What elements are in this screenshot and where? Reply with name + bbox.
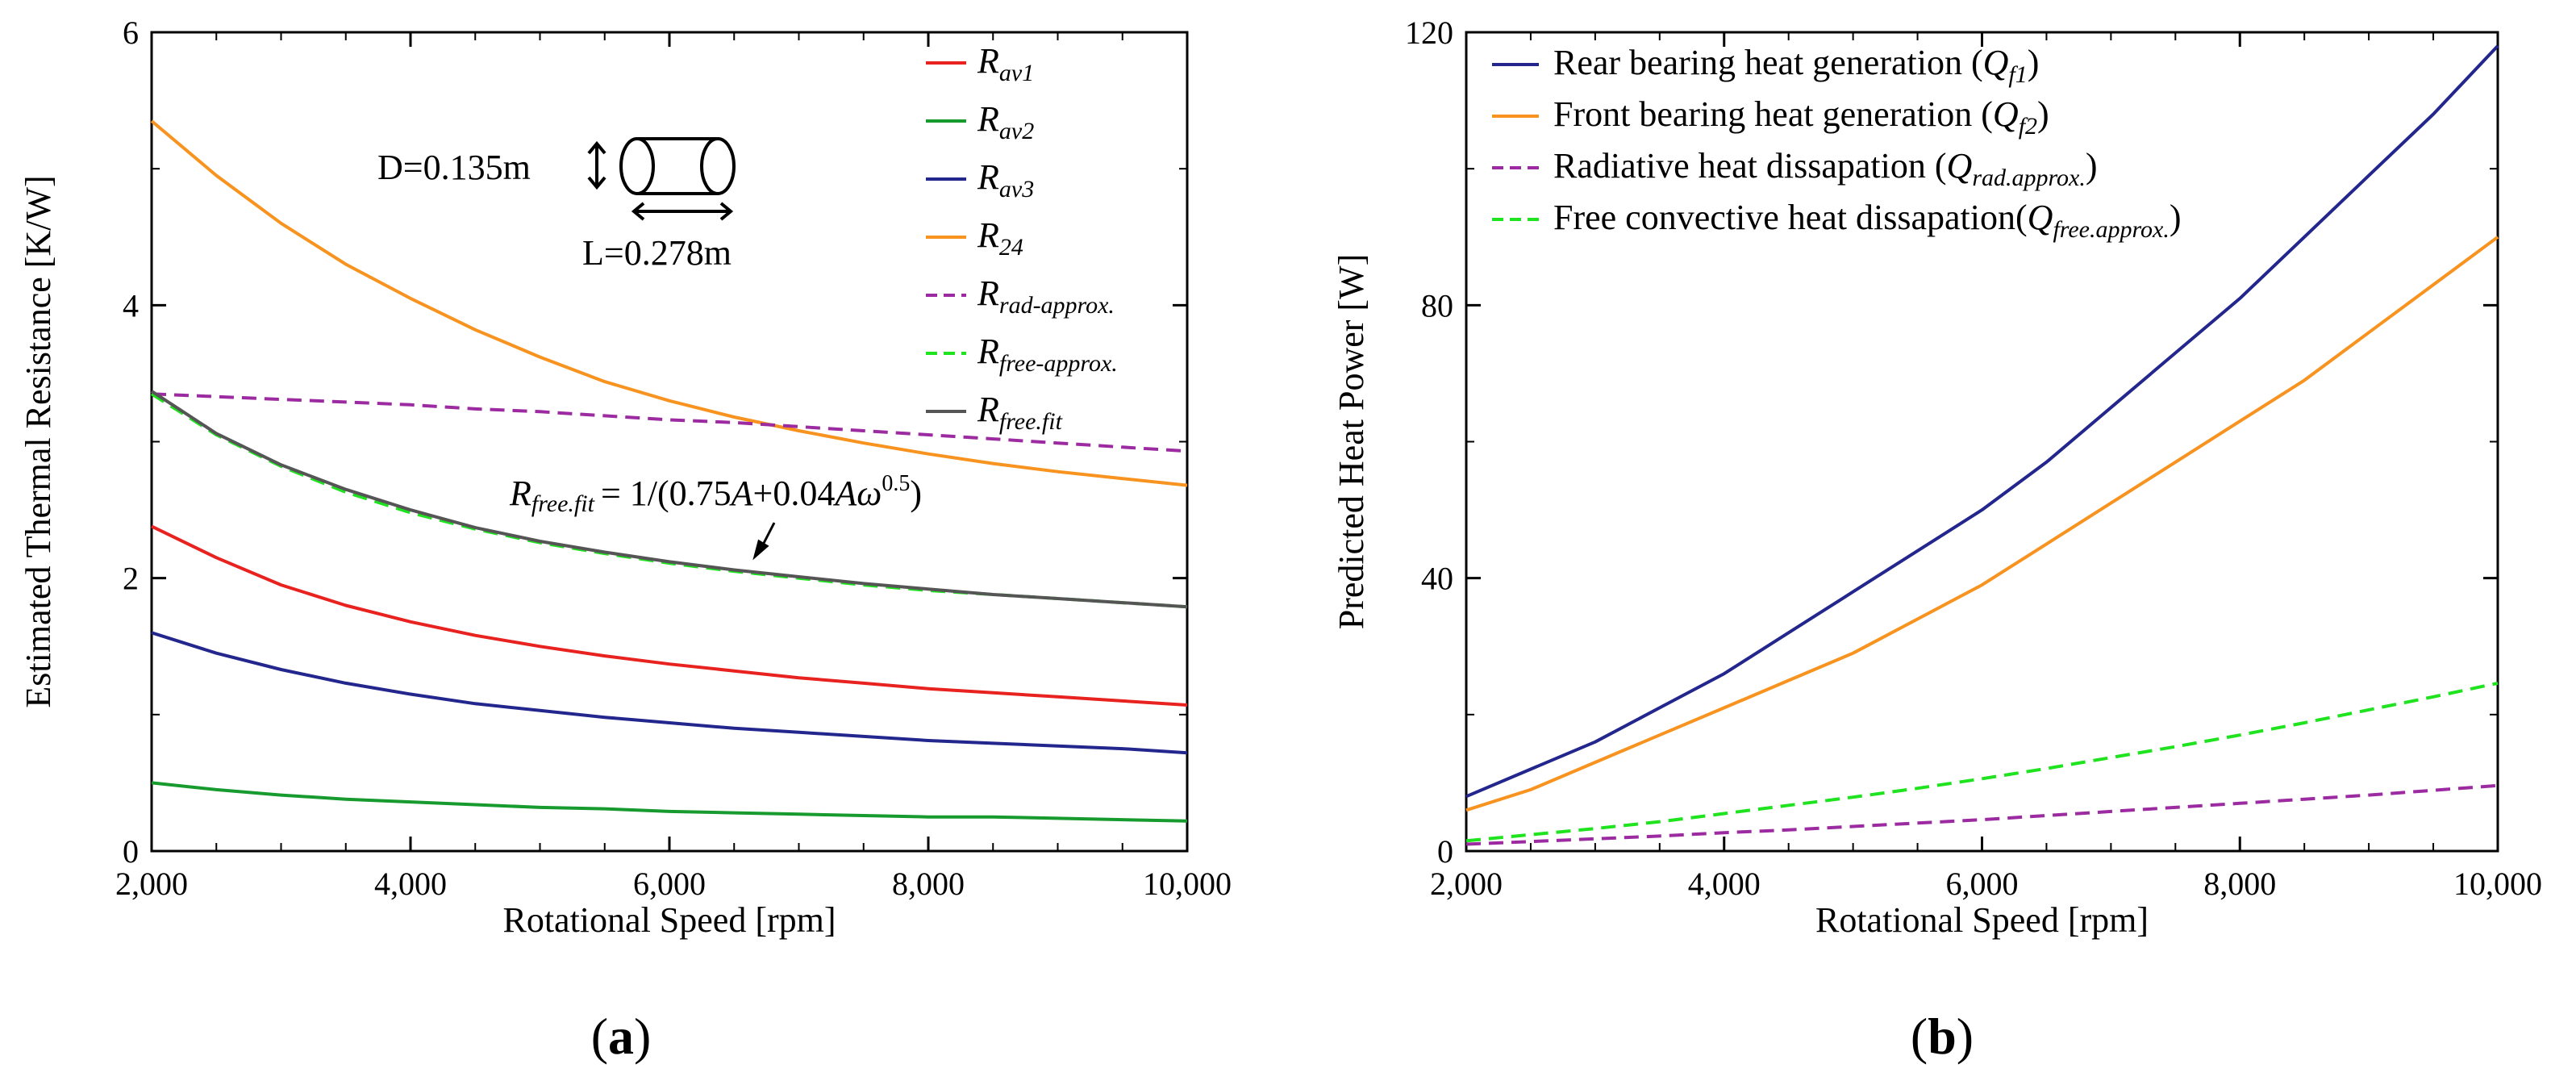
panel-a-annotations: D=0.135m L=0.278m Rfree.fit = 1/(0.75A+0.… <box>377 137 922 561</box>
fit-rhs-A2: A <box>832 474 857 513</box>
x-axis-label: Rotational Speed [rpm] <box>502 900 836 940</box>
diameter-arrow-icon <box>587 140 606 190</box>
series-line-Qf2 <box>1465 236 2499 812</box>
panel-a-label: (a) <box>591 1008 652 1065</box>
diameter-label: D=0.135m <box>377 148 531 187</box>
series-line-Qrad.approx. <box>1465 783 2499 846</box>
x-tick-label: 2,000 <box>1430 866 1503 902</box>
series-line-Rav1 <box>151 524 1188 707</box>
length-arrow-icon <box>631 202 734 221</box>
legend-entry: Rav3 <box>977 157 1034 202</box>
series-line-Qfree.approx. <box>1465 681 2499 843</box>
series-line-Qf1 <box>1465 44 2499 799</box>
fit-pointer-arrow-icon <box>752 522 776 561</box>
y-tick-label: 40 <box>1421 561 1453 597</box>
legend-entry: Rfree.fit <box>977 390 1063 435</box>
series-line-Rav2 <box>151 781 1188 823</box>
legend-entry: R24 <box>977 215 1023 261</box>
series-line-Rrad-approx. <box>151 392 1188 453</box>
fit-rhs-close: ) <box>910 474 922 513</box>
x-tick-label: 4,000 <box>1688 866 1761 902</box>
length-label: L=0.278m <box>582 233 732 273</box>
y-tick-label: 0 <box>123 833 139 870</box>
legend-entry: Front bearing heat generation (Qf2) <box>1553 94 2049 140</box>
legend-entry: Radiative heat dissapation (Qrad.approx.… <box>1553 146 2098 191</box>
fit-rhs-A1: A <box>729 474 754 513</box>
fit-rhs-a: = 1/(0.75 <box>601 474 732 513</box>
panel-b-label: (b) <box>1911 1008 1974 1065</box>
y-tick-label: 0 <box>1437 833 1453 870</box>
x-axis-label: Rotational Speed [rpm] <box>1815 900 2149 940</box>
legend-entry: Rrad-approx. <box>977 273 1115 319</box>
legend-entry: Rfree-approx. <box>977 332 1118 377</box>
legend-entry: Rear bearing heat generation (Qf1) <box>1553 43 2039 88</box>
x-tick-label: 10,000 <box>2453 866 2542 902</box>
series-line-Rav3 <box>151 631 1188 755</box>
legend-entry: Free convective heat dissapation(Qfree.a… <box>1553 198 2182 243</box>
y-axis-label: Predicted Heat Power [W] <box>1332 254 1371 629</box>
y-tick-label: 80 <box>1421 287 1453 323</box>
x-tick-label: 2,000 <box>115 866 188 902</box>
x-tick-label: 6,000 <box>633 866 706 902</box>
legend: Rav1 Rav2 Rav3 R24 Rrad-approx. Rfree-approx.… <box>926 41 1118 435</box>
x-tick-label: 8,000 <box>892 866 965 902</box>
y-tick-label: 120 <box>1405 15 1453 51</box>
series-line-Rfree.fit <box>150 390 1188 609</box>
legend: Rear bearing heat generation (Qf1) Front … <box>1492 43 2182 243</box>
x-tick-label: 8,000 <box>2203 866 2276 902</box>
fit-rhs-exp: 0.5 <box>882 471 910 496</box>
fit-rhs-omega: ω <box>857 474 882 513</box>
legend-entry: Rav2 <box>977 99 1034 144</box>
y-tick-label: 2 <box>123 561 139 597</box>
y-tick-label: 6 <box>123 15 139 51</box>
fit-rhs-b: +0.04 <box>753 474 836 513</box>
x-tick-label: 4,000 <box>374 866 447 902</box>
panel-b-chart: 2,000 4,000 6,000 8,000 10,000 0 40 80 120 Rotati… <box>1332 15 2542 940</box>
x-tick-label: 10,000 <box>1143 866 1232 902</box>
legend-entry: Rav1 <box>977 41 1034 86</box>
panel-a-chart: 2,000 4,000 6,000 8,000 10,000 0 2 4 6 Rotational… <box>19 15 1232 940</box>
fit-equation: Rfree.fit = 1/(0.75A+0.04Aω0.5) <box>509 471 922 517</box>
y-tick-label: 4 <box>123 287 139 323</box>
fit-lhs-main: R <box>509 474 531 513</box>
cylinder-icon <box>619 137 736 195</box>
fit-lhs-sub: free.fit <box>531 490 595 517</box>
y-axis-label: Estimated Thermal Resistance [K/W] <box>19 175 58 707</box>
series-line-R24 <box>150 119 1188 487</box>
x-tick-label: 6,000 <box>1946 866 2019 902</box>
